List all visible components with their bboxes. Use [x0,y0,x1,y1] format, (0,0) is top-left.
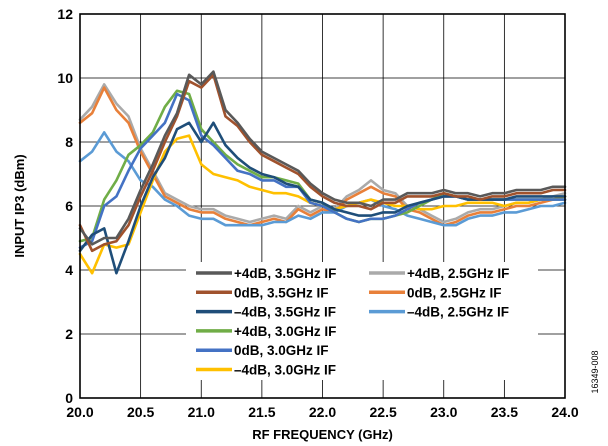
x-tick-label: 23.5 [491,404,518,420]
x-tick-label: 23.0 [430,404,457,420]
series-line [78,73,567,253]
y-tick-label: 2 [65,326,73,342]
x-tick-label: 22.0 [309,404,336,420]
legend-label: +4dB, 3.0GHz IF [234,324,336,339]
y-tick-label: 4 [65,262,73,278]
x-tick-label: 20.5 [127,404,154,420]
x-tick-label: 20.0 [66,404,93,420]
legend-background [186,262,538,380]
legend-label: +4dB, 2.5GHz IF [407,266,509,281]
series-line [78,86,567,227]
y-tick-label: 6 [65,198,73,214]
legend: +4dB, 3.5GHz IF 0dB, 3.5GHz IF –4dB, 3.5GH… [186,262,538,380]
series-lines [78,70,567,275]
tick-labels: 20.0 20.5 21.0 21.5 22.0 22.5 23.0 23.5 24.0 0 2 4 6… [57,6,578,420]
figure-id: 16349-008 [590,350,600,393]
legend-label: –4dB, 3.0GHz IF [234,363,336,378]
plot-frame [79,13,566,399]
legend-label: –4dB, 2.5GHz IF [407,305,509,320]
legend-label: –4dB, 3.5GHz IF [234,305,336,320]
x-tick-label: 21.5 [248,404,275,420]
x-axis-title: RF FREQUENCY (GHz) [252,427,393,442]
y-tick-label: 10 [57,70,73,86]
x-tick-label: 21.0 [188,404,215,420]
legend-label: 0dB, 3.5GHz IF [234,285,329,300]
y-tick-label: 0 [65,390,73,406]
series-line [78,70,567,246]
y-axis-title: INPUT IP3 (dBm) [12,154,27,257]
y-tick-label: 8 [65,134,73,150]
x-tick-label: 24.0 [551,404,578,420]
plot-border [79,13,566,399]
legend-label: 0dB, 3.0GHz IF [234,343,329,358]
legend-label: 0dB, 2.5GHz IF [407,285,502,300]
legend-label: +4dB, 3.5GHz IF [234,266,336,281]
y-tick-label: 12 [57,6,73,22]
series-line [78,131,567,227]
x-tick-label: 22.5 [370,404,397,420]
